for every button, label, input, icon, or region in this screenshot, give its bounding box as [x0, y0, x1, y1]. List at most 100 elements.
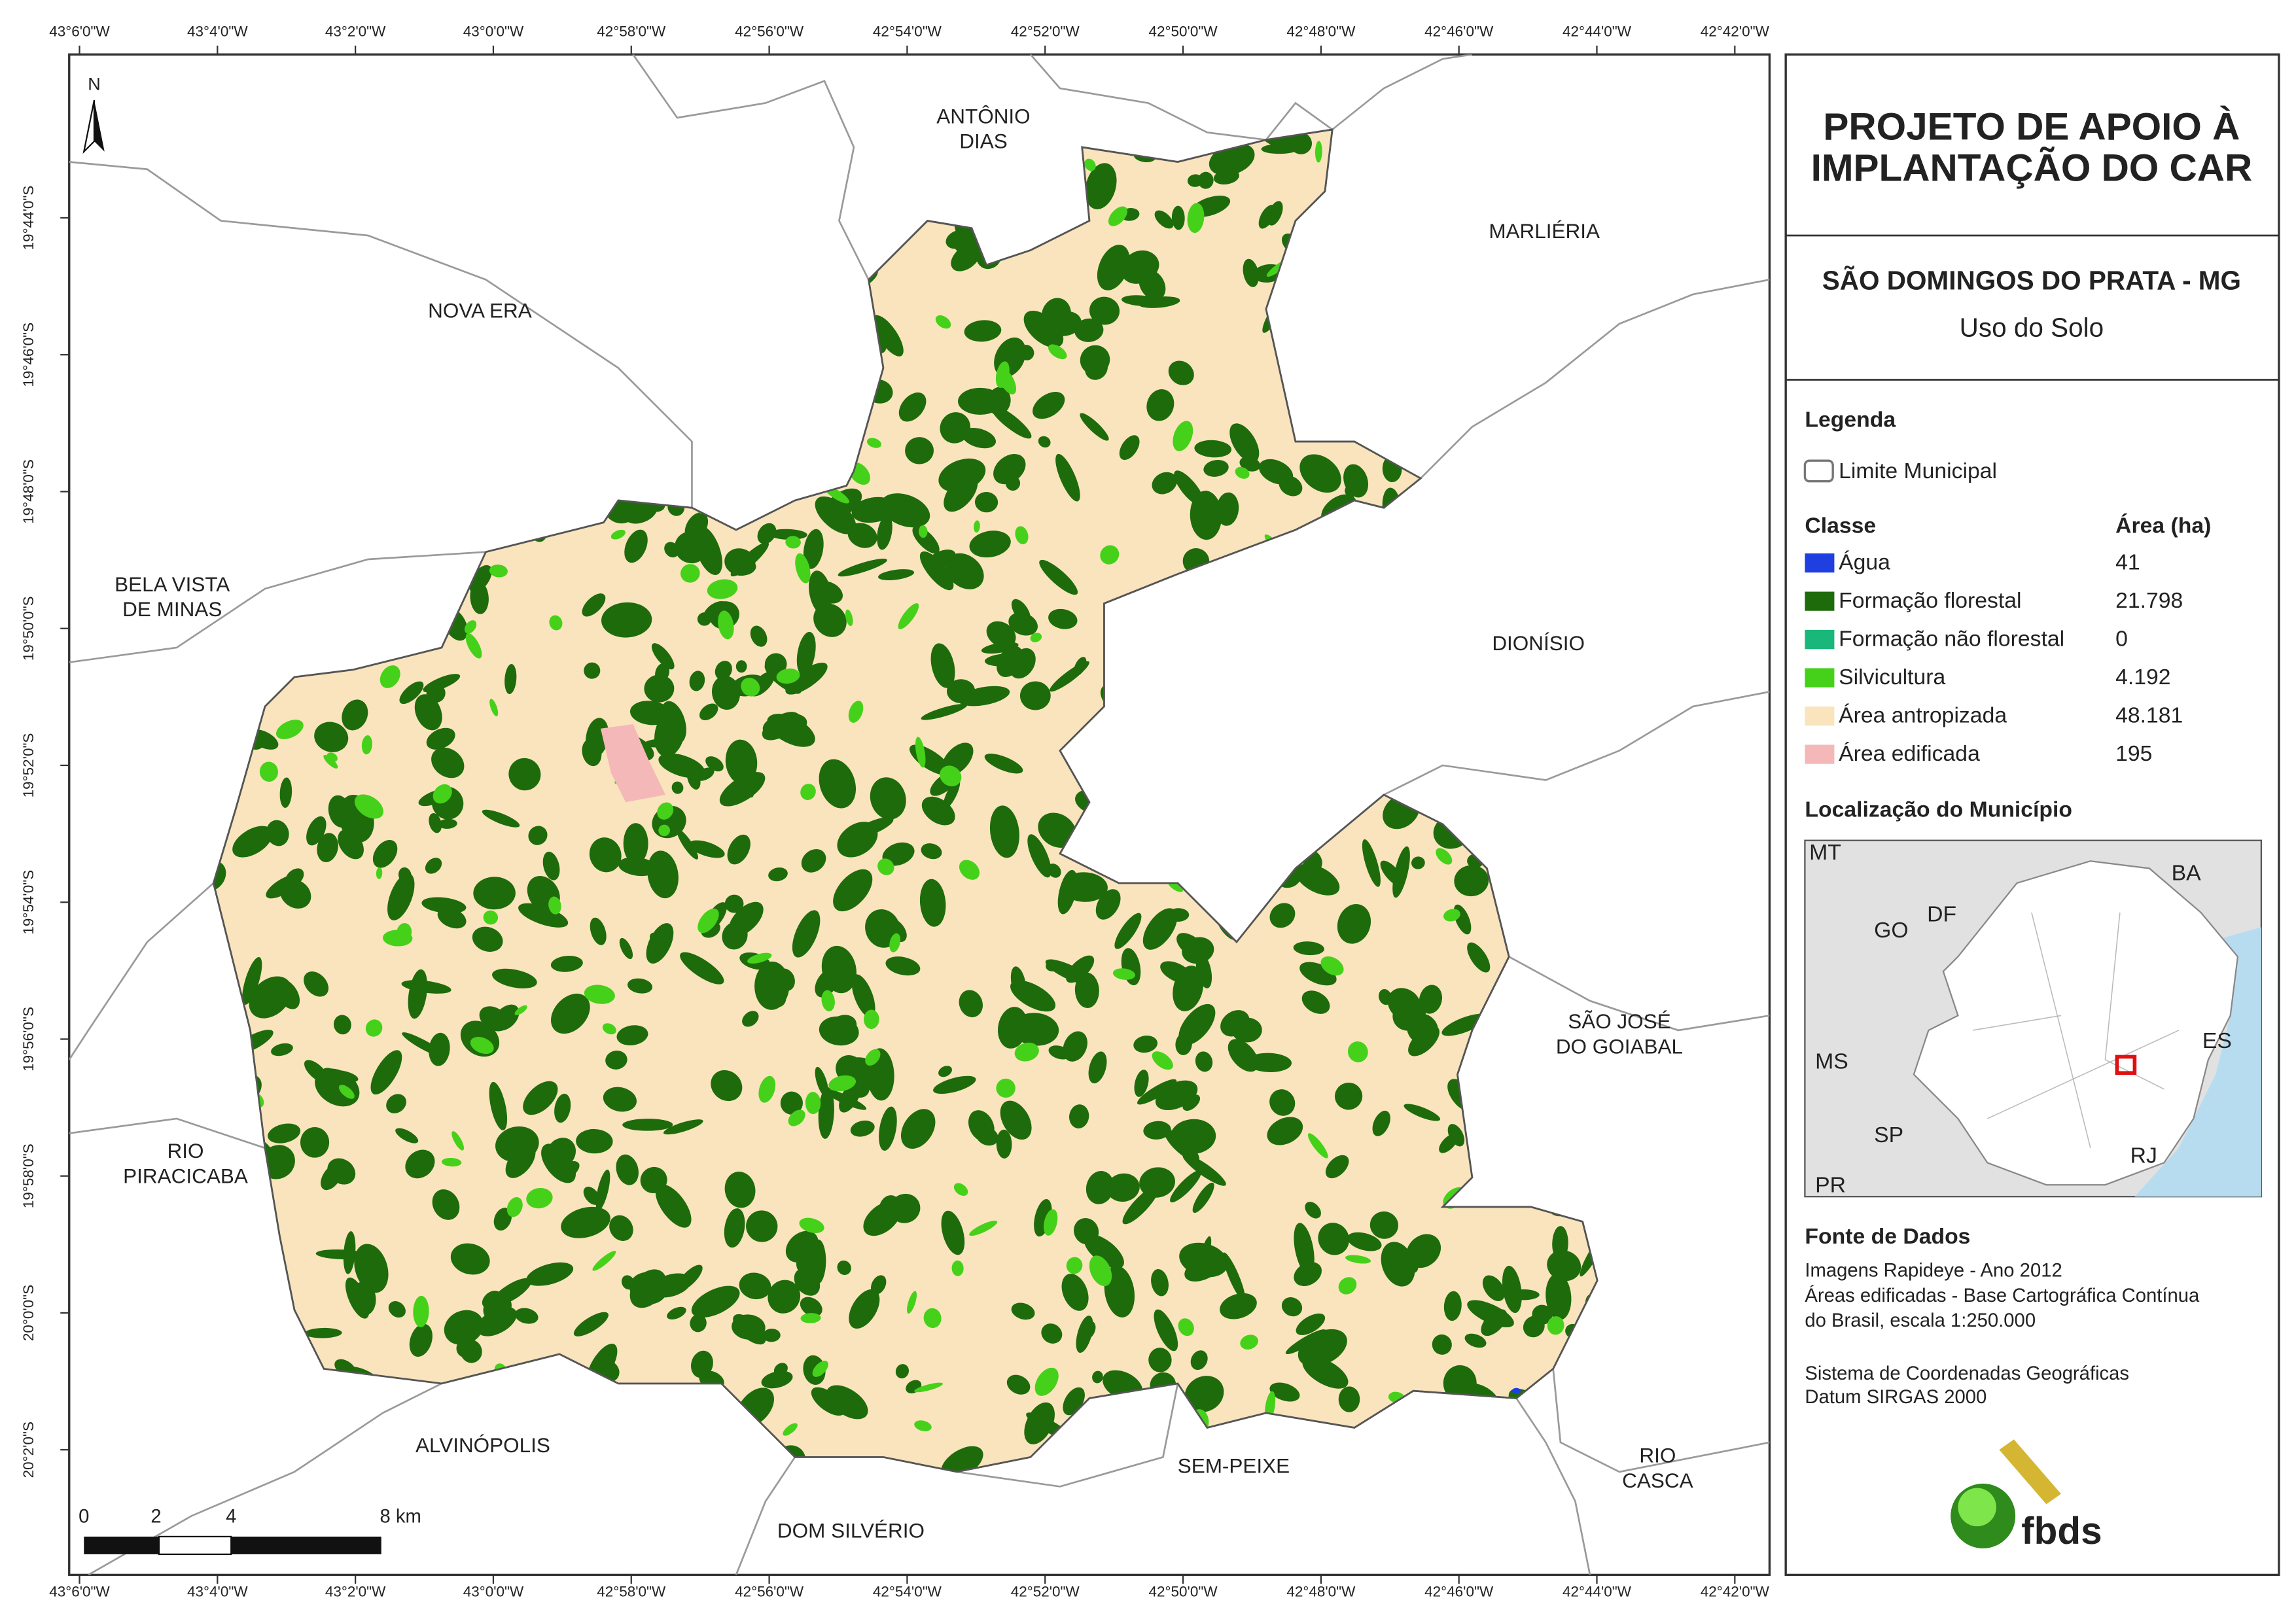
forest-patch: [1216, 492, 1239, 526]
legend-area: 195: [2115, 741, 2152, 766]
forest-patch: [266, 820, 289, 846]
forest-patch: [1387, 988, 1421, 1021]
silviculture-patch: [483, 910, 499, 925]
forest-patch: [870, 1275, 887, 1295]
forest-patch: [930, 643, 955, 688]
legend-area: 4.192: [2115, 665, 2170, 689]
legend-class: Formação não florestal: [1839, 627, 2064, 652]
silviculture-patch: [845, 609, 853, 627]
place-name: SEM-PEIXE: [1178, 1454, 1290, 1477]
place-name: DOM SILVÉRIO: [777, 1518, 925, 1542]
forest-patch: [1192, 1387, 1210, 1408]
silviculture-patch: [865, 1049, 881, 1066]
silviculture-patch: [451, 1131, 465, 1151]
forest-patch: [479, 1006, 509, 1032]
forest-patch: [671, 781, 684, 794]
silviculture-patch: [365, 1019, 383, 1037]
forest-patch: [595, 1169, 610, 1211]
forest-patch: [429, 812, 442, 833]
forest-patch: [1137, 1079, 1177, 1105]
silviculture-patch: [799, 1217, 824, 1233]
silviculture-patch: [548, 896, 561, 915]
forest-patch: [526, 1262, 574, 1286]
forest-patch: [833, 869, 873, 912]
forest-patch: [1086, 1171, 1114, 1204]
forest-patch: [306, 816, 327, 846]
forest-patch: [780, 1091, 803, 1115]
forest-patch: [750, 625, 768, 647]
forest-patch: [877, 569, 915, 580]
silviculture-patch: [889, 933, 901, 952]
forest-patch: [1195, 1051, 1213, 1072]
panel-title: PROJETO DE APOIO À: [1823, 105, 2240, 148]
forest-patch: [677, 829, 698, 860]
urban-patch: [600, 724, 665, 803]
forest-patch: [279, 879, 311, 909]
forest-patch: [1190, 1350, 1208, 1370]
forest-patch: [1269, 1382, 1300, 1402]
forest-patch: [1325, 1155, 1349, 1179]
forest-patch: [964, 320, 1002, 342]
place-name: MARLIÉRIA: [1489, 219, 1600, 243]
silviculture-patch: [1066, 1257, 1083, 1274]
forest-patch: [343, 1231, 356, 1274]
area-header: Área (ha): [2115, 513, 2211, 538]
silviculture-patch: [380, 665, 400, 688]
forest-patch: [872, 315, 904, 357]
forest-patch: [1213, 169, 1239, 185]
forest-patch: [1133, 1036, 1158, 1053]
forest-patch: [667, 1306, 686, 1319]
silviculture-patch: [821, 990, 835, 1011]
forest-patch: [554, 1093, 571, 1123]
silviculture-patch: [935, 315, 951, 329]
forest-patch: [986, 621, 1016, 648]
silviculture-patch: [974, 520, 980, 533]
silviculture-patch: [805, 1092, 821, 1115]
forest-patch: [733, 759, 754, 798]
forest-patch: [850, 1120, 875, 1137]
scale-label: 2: [150, 1506, 161, 1527]
forest-patch: [761, 1370, 793, 1389]
silviculture-patch: [275, 720, 304, 739]
forest-patch: [796, 1253, 824, 1278]
longitude-label: 42°58'0"W: [597, 1583, 666, 1599]
forest-patch: [492, 968, 537, 988]
forest-patch: [811, 1387, 845, 1416]
forest-patch: [921, 704, 967, 720]
silviculture-patch: [465, 633, 482, 659]
forest-patch: [583, 1187, 600, 1205]
silviculture-patch: [514, 1005, 527, 1015]
forest-patch: [646, 923, 674, 964]
longitude-label: 43°2'0"W: [325, 23, 386, 39]
forest-patch: [1318, 1223, 1349, 1255]
forest-patch: [768, 529, 807, 540]
forest-patch: [213, 861, 226, 892]
forest-patch: [425, 858, 442, 874]
forest-patch: [622, 1119, 673, 1131]
forest-patch: [768, 990, 786, 1008]
forest-patch: [491, 1278, 532, 1306]
silviculture-patch: [812, 1361, 828, 1377]
forest-patch: [354, 1244, 389, 1293]
silviculture-patch: [354, 794, 383, 819]
forest-patch: [426, 727, 455, 750]
silviculture-patch: [1315, 141, 1322, 163]
silviculture-patch: [413, 1295, 429, 1327]
forest-patch: [879, 1106, 897, 1151]
forest-patch: [664, 542, 679, 558]
forest-patch: [684, 512, 709, 541]
forest-patch: [1019, 681, 1051, 710]
forest-patch: [815, 968, 839, 998]
forest-patch: [919, 879, 946, 927]
forest-patch: [582, 593, 606, 617]
forest-patch: [880, 493, 930, 528]
forest-patch: [370, 1050, 402, 1095]
forest-patch: [742, 1011, 759, 1027]
silviculture-patch: [783, 1423, 798, 1436]
forest-patch: [945, 553, 984, 589]
forest-patch: [1362, 839, 1381, 887]
forest-patch: [1142, 908, 1178, 950]
legend-area: 41: [2115, 550, 2140, 575]
latitude-label: 20°2'0"S: [20, 1422, 37, 1478]
